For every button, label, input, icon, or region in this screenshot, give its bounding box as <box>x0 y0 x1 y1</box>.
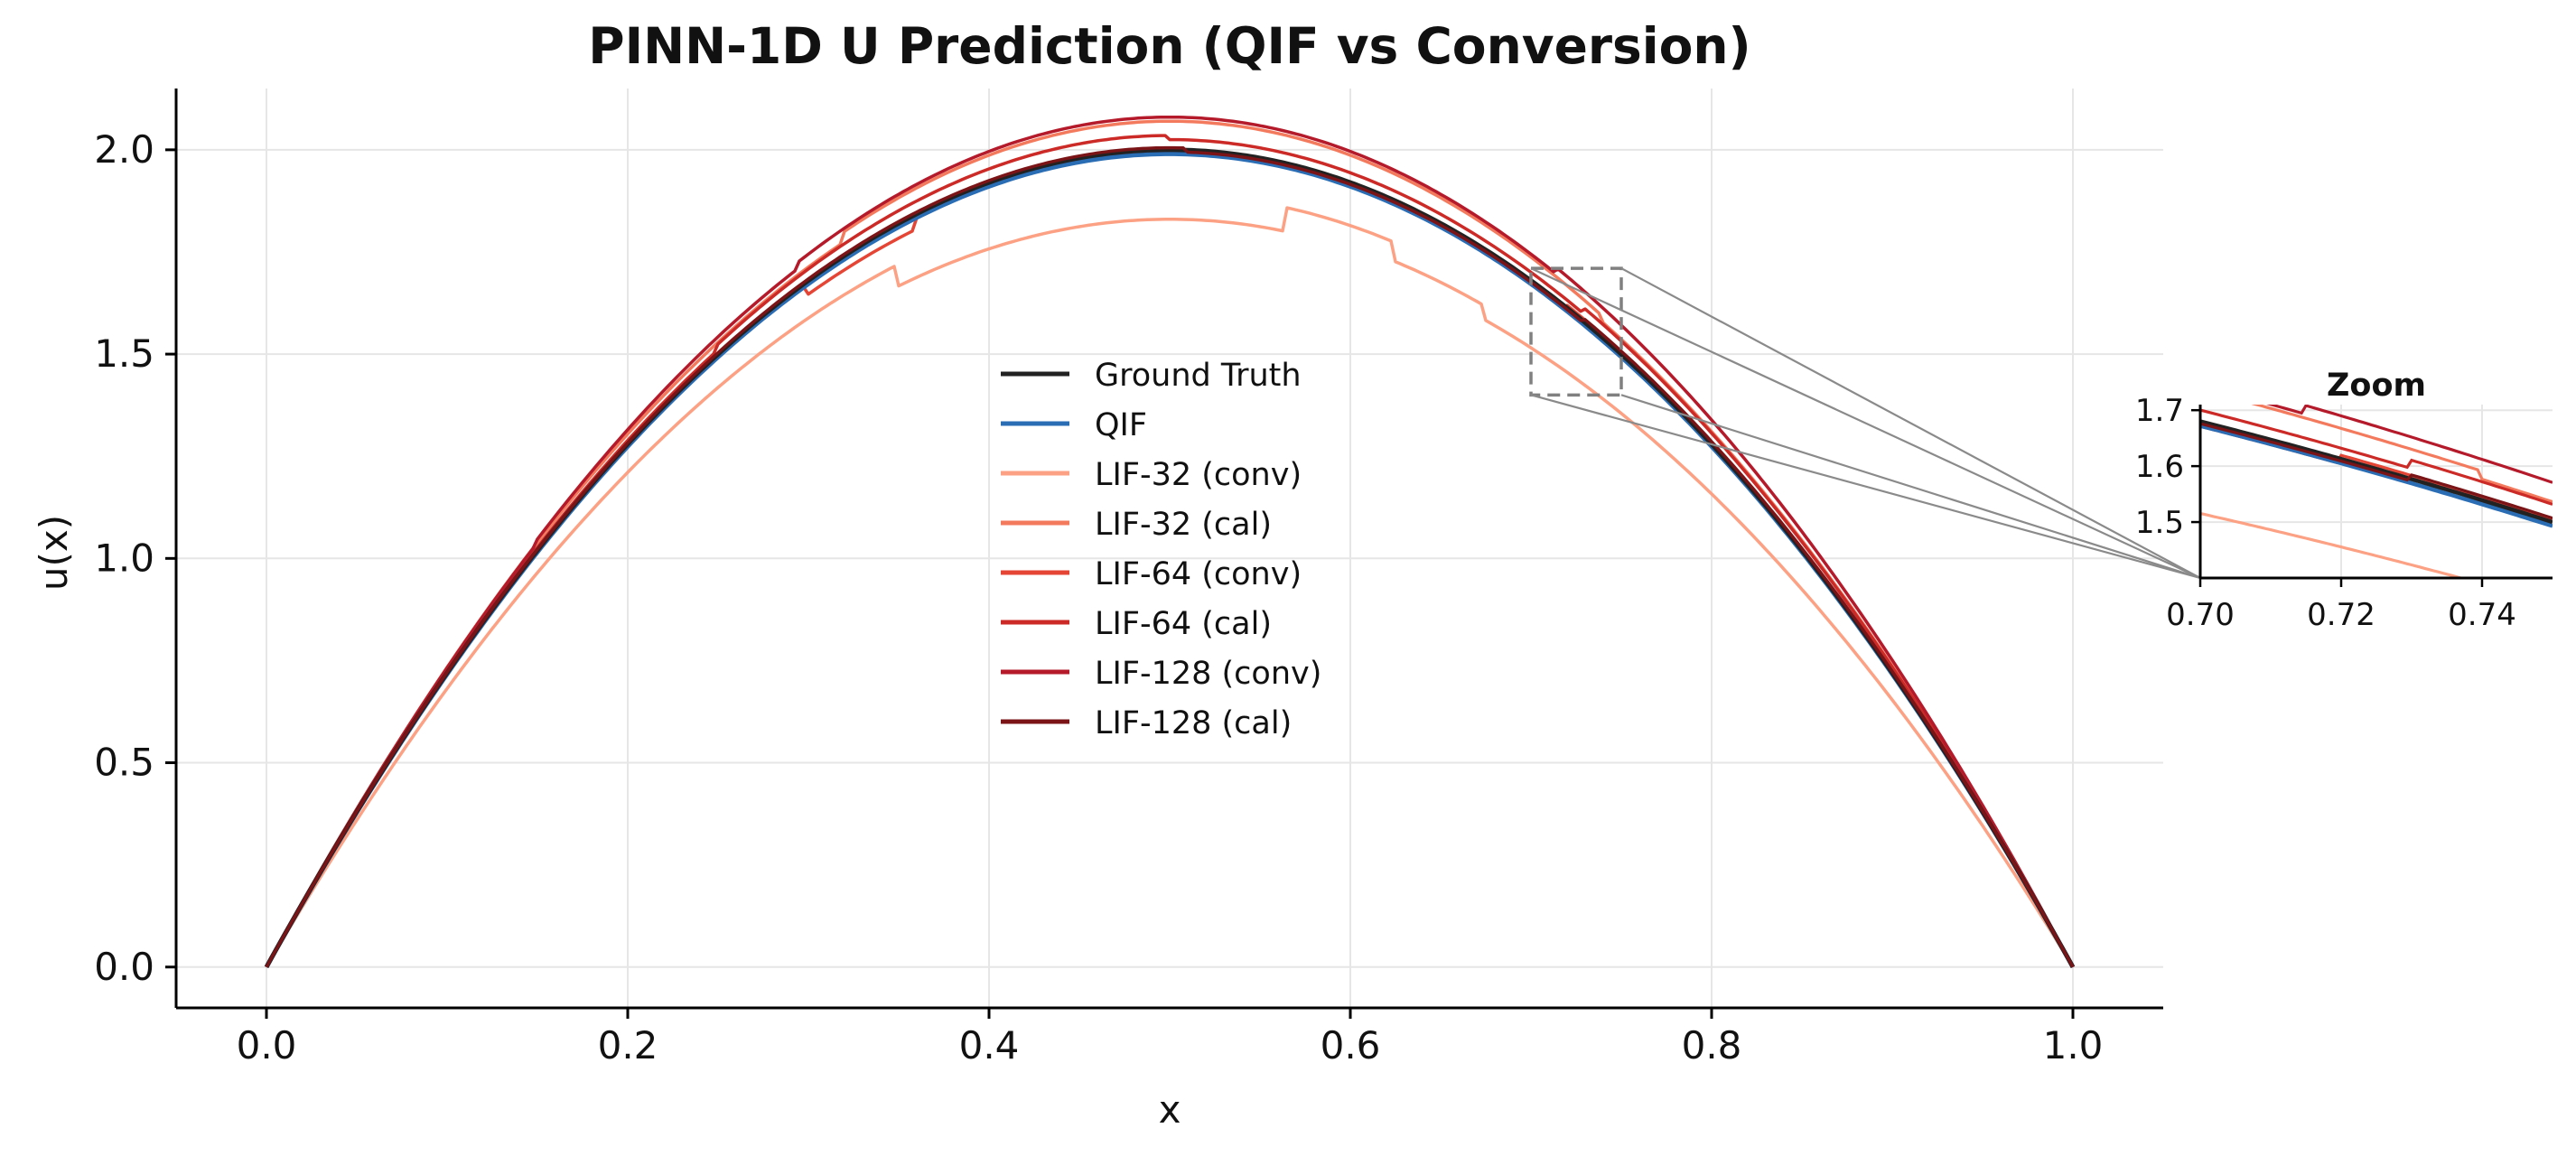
y-tick-label: 2.0 <box>94 127 154 172</box>
x-tick-label: 0.6 <box>1321 1023 1381 1067</box>
legend-label: LIF-128 (cal) <box>1095 705 1292 741</box>
legend-label: QIF <box>1095 407 1147 443</box>
zoom-y-ticks: 1.5 1.6 1.7 <box>2135 393 2200 541</box>
zoom-inset: Zoom 0.70 0.72 0.74 1.5 1.6 1.7 <box>2135 368 2553 633</box>
y-tick-label: 0.0 <box>94 945 154 989</box>
zoom-series <box>2200 405 2553 578</box>
zoom-y-tick-label: 1.5 <box>2135 505 2184 541</box>
x-tick-label: 0.4 <box>959 1023 1020 1067</box>
zoom-connector-line <box>1620 394 2201 580</box>
x-tick-label: 0.2 <box>598 1023 658 1067</box>
zoom-connector-line <box>1620 267 2201 579</box>
legend-label: LIF-128 (conv) <box>1095 656 1321 692</box>
zoom-series-line-lif-128-cal <box>2200 422 2553 520</box>
zoom-series-line-lif-32-cal <box>2251 405 2553 504</box>
series-line-lif-128-conv <box>265 115 2075 968</box>
x-tick-label: 1.0 <box>2043 1023 2104 1067</box>
zoom-series-line-qif <box>2200 424 2553 528</box>
zoom-x-tick-label: 0.72 <box>2307 597 2375 633</box>
zoom-grid <box>2199 405 2553 578</box>
legend-label: Ground Truth <box>1095 358 1302 394</box>
legend-label: LIF-64 (cal) <box>1095 606 1272 642</box>
y-ticks: 0.0 0.5 1.0 1.5 2.0 <box>94 127 176 989</box>
main-series <box>264 115 2076 969</box>
series-line-lif-32-conv <box>265 206 2075 968</box>
zoom-x-ticks: 0.70 0.72 0.74 <box>2166 578 2516 633</box>
chart-title: PINN-1D U Prediction (QIF vs Conversion) <box>588 17 1750 75</box>
x-axis-label: x <box>1159 1087 1181 1132</box>
legend-label: LIF-32 (conv) <box>1095 457 1302 493</box>
zoom-connector-line <box>1530 267 2201 579</box>
x-tick-label: 0.0 <box>237 1023 297 1067</box>
legend-label: LIF-32 (cal) <box>1095 507 1272 543</box>
zoom-series-line-lif-128-conv <box>2265 405 2553 484</box>
zoom-series-line-ground-truth <box>2200 419 2553 525</box>
zoom-region-box <box>1529 266 1623 397</box>
legend: Ground Truth QIF LIF-32 (conv) LIF-32 (cal)… <box>1001 358 1321 741</box>
zoom-series-line-lif-32-conv <box>2200 511 2467 578</box>
main-grid <box>176 89 2163 1008</box>
zoom-y-tick-label: 1.7 <box>2135 393 2184 429</box>
y-tick-label: 1.5 <box>94 331 154 376</box>
y-tick-label: 0.5 <box>94 741 154 785</box>
x-tick-label: 0.8 <box>1682 1023 1742 1067</box>
zoom-y-tick-label: 1.6 <box>2135 449 2184 485</box>
series-line-lif-128-cal <box>265 145 2075 968</box>
zoom-x-tick-label: 0.70 <box>2166 597 2235 633</box>
legend-label: LIF-64 (conv) <box>1095 556 1302 592</box>
x-ticks: 0.0 0.2 0.4 0.6 0.8 1.0 <box>237 1008 2104 1067</box>
zoom-x-tick-label: 0.74 <box>2448 597 2516 633</box>
y-axis-label: u(x) <box>32 515 76 591</box>
zoom-connector-line <box>1530 394 2201 580</box>
y-tick-label: 1.0 <box>94 536 154 580</box>
zoom-title: Zoom <box>2327 368 2426 404</box>
zoom-series-line-lif-64-cal <box>2200 408 2553 506</box>
zoom-indicator <box>1529 266 2201 580</box>
